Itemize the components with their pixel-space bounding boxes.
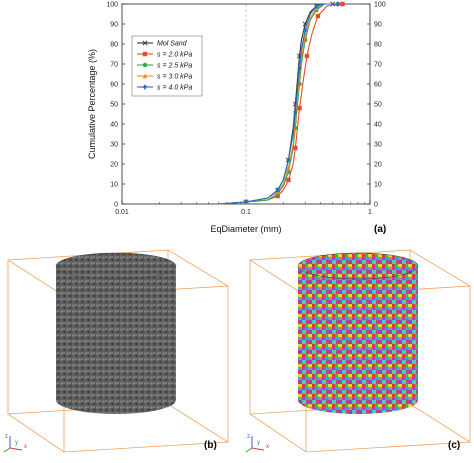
y-axis-title: Cumulative Percentage (%): [87, 49, 97, 159]
y-tick-label-left: 50: [110, 102, 118, 109]
x-axis-title: EqDiameter (mm): [210, 224, 281, 234]
legend-marker: [143, 52, 147, 56]
triad-y-label: y: [15, 440, 18, 446]
series-line: [218, 4, 342, 204]
y-tick-label-left: 0: [114, 202, 118, 209]
y-tick-label-right: 30: [374, 142, 382, 149]
axis-triad-b: z y x: [2, 430, 32, 459]
gray-sample-render: [0, 244, 232, 458]
series-1: [218, 2, 334, 204]
series-point: [286, 178, 290, 182]
series-3: [218, 2, 340, 204]
legend-label: s = 2.5 kPa: [157, 63, 192, 70]
y-tick-label-left: 40: [110, 122, 118, 129]
series-4: [218, 1, 340, 204]
cylinder-sample-gray: [56, 253, 176, 414]
y-tick-label-left: 20: [110, 162, 118, 169]
y-tick-label-right: 100: [374, 2, 386, 9]
series-point: [340, 2, 344, 6]
series-point: [316, 14, 320, 18]
panel-label-b: (b): [204, 440, 217, 451]
series-point: [305, 54, 309, 58]
triad-z-label: z: [247, 434, 250, 440]
triad-z-label: z: [5, 434, 8, 440]
y-tick-label-right: 10: [374, 182, 382, 189]
segmented-sample-render: [242, 244, 474, 458]
cylinder-sample-colored: [298, 253, 418, 414]
y-tick-label-left: 10: [110, 182, 118, 189]
y-tick-label-left: 100: [106, 2, 118, 9]
y-tick-label-right: 40: [374, 122, 382, 129]
y-tick-label-right: 80: [374, 42, 382, 49]
series-line: [218, 4, 337, 204]
y-tick-label-right: 60: [374, 82, 382, 89]
y-tick-label-left: 30: [110, 142, 118, 149]
render-panel-b: z y x (b): [0, 244, 232, 458]
y-tick-label-right: 70: [374, 62, 382, 69]
legend-label: s = 4.0 kPa: [157, 85, 192, 92]
x-tick-label: 0.01: [115, 209, 129, 216]
legend-label: s = 3.0 kPa: [157, 74, 192, 81]
panel-label-c: (c): [448, 440, 460, 451]
y-tick-label-right: 20: [374, 162, 382, 169]
x-tick-label: 0.1: [241, 209, 251, 216]
y-tick-label-left: 80: [110, 42, 118, 49]
legend-label: Mol Sand: [157, 41, 188, 48]
y-tick-label-left: 60: [110, 82, 118, 89]
legend: Mol Sand s = 2.0 kPa s = 2.5 kPa s = 3.0 kP…: [132, 36, 202, 96]
y-tick-label-left: 70: [110, 62, 118, 69]
render-panel-c: z y x (c): [242, 244, 474, 458]
series-line: [218, 4, 337, 204]
series-point: [297, 106, 301, 110]
y-tick-label-right: 50: [374, 102, 382, 109]
series-line: [218, 4, 337, 204]
axis-triad-c: z y x: [244, 430, 274, 459]
triad-x-label: x: [24, 444, 27, 450]
series-2: [218, 2, 344, 204]
legend-marker: [143, 63, 147, 67]
x-tick-label: 1: [368, 209, 372, 216]
series-line: [218, 4, 332, 204]
y-tick-label-right: 90: [374, 22, 382, 29]
series-5: [218, 1, 340, 205]
triad-y-label: y: [257, 440, 260, 446]
panel-label-a: (a): [374, 224, 386, 235]
y-tick-label-left: 90: [110, 22, 118, 29]
series-group: [218, 1, 344, 205]
y-tick-label-right: 0: [374, 202, 378, 209]
triad-x-label: x: [266, 444, 269, 450]
legend-label: s = 2.0 kPa: [157, 52, 192, 59]
